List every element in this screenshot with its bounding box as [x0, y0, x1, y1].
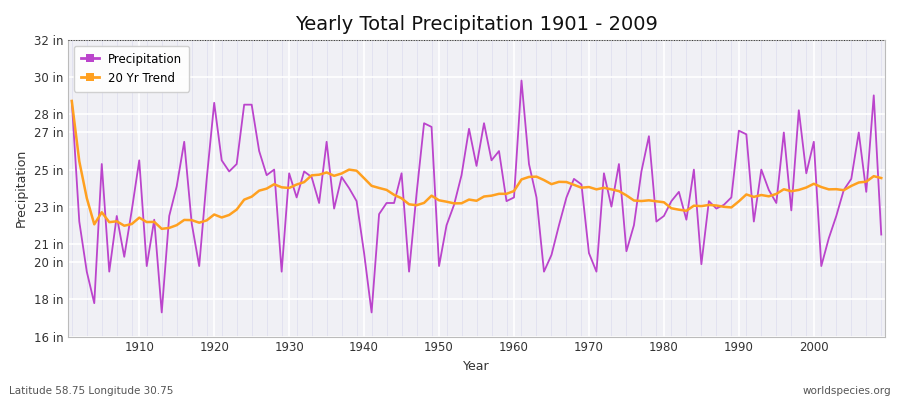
X-axis label: Year: Year — [464, 360, 490, 373]
Title: Yearly Total Precipitation 1901 - 2009: Yearly Total Precipitation 1901 - 2009 — [295, 15, 658, 34]
Legend: Precipitation, 20 Yr Trend: Precipitation, 20 Yr Trend — [74, 46, 189, 92]
Y-axis label: Precipitation: Precipitation — [15, 149, 28, 227]
Text: worldspecies.org: worldspecies.org — [803, 386, 891, 396]
Text: Latitude 58.75 Longitude 30.75: Latitude 58.75 Longitude 30.75 — [9, 386, 174, 396]
